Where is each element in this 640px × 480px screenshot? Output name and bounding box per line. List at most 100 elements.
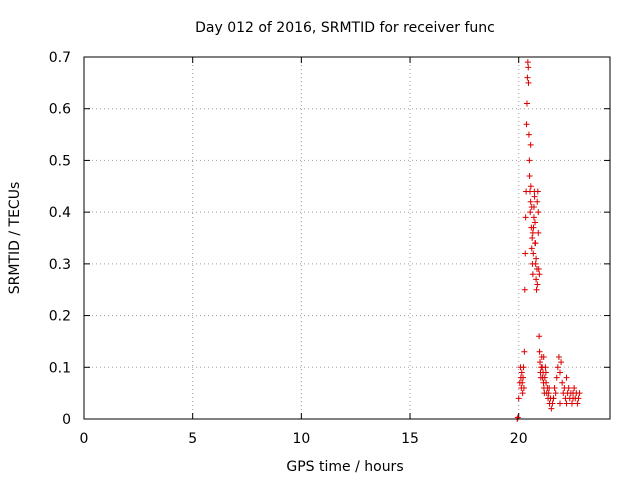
- x-tick-label: 15: [401, 431, 419, 447]
- data-point: [533, 286, 540, 293]
- data-point: [525, 131, 532, 138]
- data-point: [565, 384, 572, 391]
- data-point: [576, 390, 583, 397]
- data-point: [526, 172, 533, 179]
- data-point: [524, 59, 531, 66]
- data-point: [555, 353, 562, 360]
- x-tick-labels: 0 5 10 15 20: [80, 431, 528, 447]
- data-point: [530, 250, 537, 257]
- data-point: [568, 400, 575, 407]
- data-point: [533, 255, 540, 262]
- data-point: [545, 390, 552, 397]
- y-tick-label: 0.2: [49, 309, 71, 325]
- x-tick-label: 10: [292, 431, 310, 447]
- data-point: [533, 276, 540, 283]
- data-point: [520, 374, 527, 381]
- data-point: [575, 395, 582, 402]
- data-point: [529, 235, 536, 241]
- data-point: [563, 374, 570, 381]
- data-point: [524, 74, 531, 81]
- data-point: [534, 188, 541, 195]
- data-point: [571, 384, 578, 391]
- data-point: [526, 157, 533, 164]
- y-tick-label: 0.1: [49, 360, 71, 376]
- chart-title: Day 012 of 2016, SRMTID for receiver fun…: [195, 20, 495, 36]
- data-point: [541, 374, 548, 381]
- data-point: [553, 374, 560, 381]
- data-point: [532, 260, 539, 267]
- data-point: [570, 390, 577, 397]
- data-point: [519, 390, 526, 397]
- data-point: [554, 364, 561, 371]
- data-point: [528, 203, 535, 210]
- data-point: [542, 364, 549, 371]
- data-point: [546, 384, 553, 391]
- data-point: [518, 369, 525, 376]
- data-point: [535, 266, 542, 273]
- data-point: [534, 198, 541, 205]
- data-point: [527, 141, 534, 148]
- data-point: [574, 400, 581, 407]
- data-point: [527, 198, 534, 205]
- data-point: [536, 348, 543, 355]
- data-point: [527, 183, 534, 190]
- data-point: [515, 395, 522, 402]
- data-point: [514, 414, 521, 421]
- data-point: [540, 353, 547, 360]
- data-point: [521, 286, 528, 293]
- data-point: [558, 359, 565, 366]
- y-tick-label: 0.5: [49, 153, 71, 169]
- data-point: [557, 369, 564, 376]
- x-tick-label: 20: [510, 431, 528, 447]
- y-tick-label: 0.3: [49, 257, 71, 273]
- data-point: [519, 379, 526, 386]
- data-point: [536, 271, 543, 278]
- data-point: [552, 390, 559, 397]
- y-tick-label: 0.6: [49, 102, 71, 118]
- y-axis-label: SRMTID / TECUs: [7, 182, 23, 295]
- data-points: [514, 59, 583, 422]
- data-point: [542, 369, 549, 376]
- data-point: [559, 379, 566, 386]
- data-point: [549, 400, 556, 407]
- data-point: [548, 405, 555, 412]
- data-point: [520, 384, 527, 391]
- x-tick-label: 0: [80, 431, 89, 447]
- data-point: [523, 121, 530, 128]
- data-point: [528, 245, 535, 252]
- data-point: [525, 79, 532, 86]
- plot-frame: [83, 56, 611, 420]
- data-point: [522, 250, 529, 257]
- data-point: [529, 271, 536, 278]
- data-point: [532, 219, 539, 226]
- data-point: [529, 229, 536, 236]
- data-point: [520, 364, 527, 371]
- data-point: [522, 214, 529, 221]
- data-point: [525, 64, 532, 71]
- data-point: [530, 224, 537, 231]
- data-point: [550, 395, 557, 402]
- data-point: [531, 193, 538, 200]
- y-tick-label: 0.4: [49, 205, 71, 221]
- data-point: [532, 240, 539, 247]
- x-tick-label: 5: [188, 431, 197, 447]
- data-point: [537, 359, 544, 366]
- data-point: [521, 348, 528, 355]
- data-point: [551, 384, 558, 391]
- x-axis-label: GPS time / hours: [286, 459, 403, 475]
- data-point: [534, 281, 541, 288]
- data-point: [563, 400, 570, 407]
- data-point: [543, 379, 550, 386]
- data-point: [536, 333, 543, 340]
- data-point: [557, 400, 564, 407]
- y-tick-label: 0.7: [49, 50, 71, 66]
- y-tick-label: 0: [62, 412, 71, 428]
- data-point: [535, 209, 542, 216]
- data-point: [535, 229, 542, 236]
- y-tick-labels: 0 0.1 0.2 0.3 0.4 0.5 0.6 0.7: [49, 50, 71, 428]
- data-point: [523, 100, 530, 107]
- grid: [84, 57, 610, 419]
- data-point: [530, 214, 537, 221]
- data-point: [527, 209, 534, 216]
